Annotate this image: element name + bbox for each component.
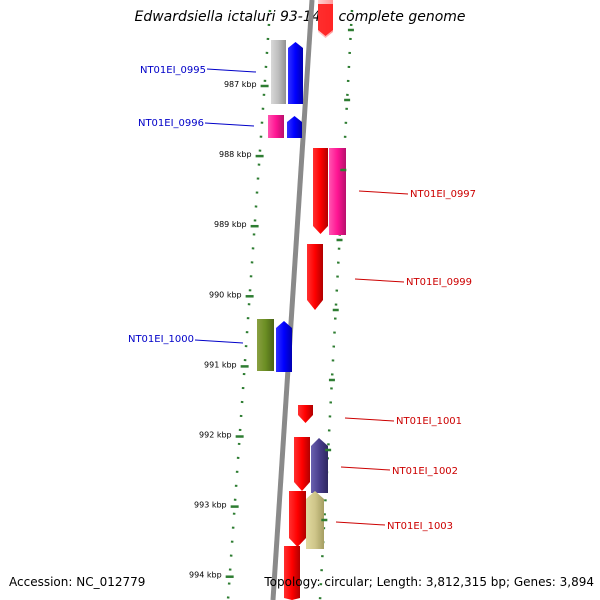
accession-text: Accession: NC_012779 (9, 575, 146, 589)
scale-tick-label: 993 kbp (194, 501, 227, 510)
gene-arrow (294, 437, 310, 491)
gene-label-left: NT01EI_1000 (128, 334, 194, 345)
gene-arrow (284, 546, 300, 600)
gene-label-right: NT01EI_0999 (406, 277, 472, 288)
scale-ticks: 987 kbp 988 kbp 989 kbp 990 kbp 991 kbp 992 k… (189, 28, 354, 580)
genome-backbone (270, 0, 315, 600)
gene-arrow (287, 116, 302, 138)
gene-label-left: NT01EI_0995 (140, 65, 206, 76)
gene-label-right: NT01EI_1001 (396, 416, 462, 427)
gene-arrow (307, 244, 323, 310)
gene-label-right: NT01EI_1003 (387, 521, 453, 532)
gene-arrow (306, 491, 324, 549)
scale-tick-label: 990 kbp (209, 290, 242, 299)
gene-arrow (298, 405, 313, 423)
gene-label-right: NT01EI_1002 (392, 466, 458, 477)
topology-text: Topology: circular; Length: 3,812,315 bp… (264, 575, 594, 589)
gene-arrow (318, 4, 333, 36)
left-gene-labels: NT01EI_0995 NT01EI_0996 NT01EI_1000 (128, 65, 257, 345)
scale-tick-label: 987 kbp (224, 80, 257, 89)
left-scale-line (226, 9, 272, 600)
scale-tick-label: 994 kbp (189, 571, 222, 580)
gene-arrow (311, 438, 328, 493)
scale-tick-label: 991 kbp (204, 360, 237, 369)
scale-tick-label: 989 kbp (214, 220, 247, 229)
gene-label-right: NT01EI_0997 (410, 189, 476, 200)
gene-arrow (276, 321, 292, 372)
scale-tick-label: 992 kbp (199, 431, 232, 440)
right-gene-labels: NT01EI_0997 NT01EI_0999 NT01EI_1001 NT01… (335, 189, 476, 532)
genome-title: Edwardsiella ictaluri 93-146, complete g… (134, 9, 466, 25)
gene-bar (257, 319, 274, 371)
gene-arrow (288, 42, 303, 104)
right-scale-line (318, 9, 354, 600)
gene-arrow (313, 148, 328, 234)
gene-bar (268, 115, 284, 138)
gene-bar (271, 40, 286, 104)
gene-arrow (289, 491, 306, 547)
gene-bar (329, 148, 346, 235)
scale-tick-label: 988 kbp (219, 150, 252, 159)
gene-label-left: NT01EI_0996 (138, 118, 204, 129)
